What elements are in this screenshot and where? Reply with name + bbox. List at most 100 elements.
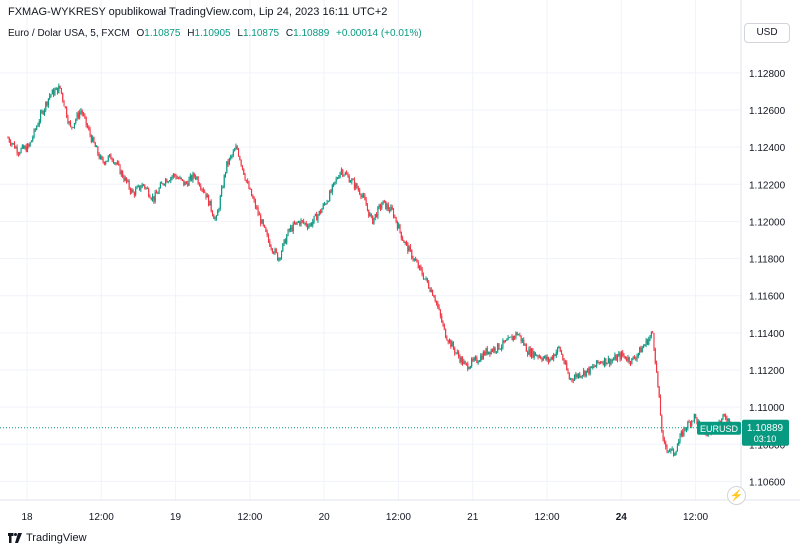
- legend-close-value: 1.10889: [293, 28, 330, 39]
- candle-body: [343, 174, 345, 176]
- candle-body: [445, 328, 447, 338]
- candle-body: [25, 146, 27, 152]
- candle-body: [330, 191, 332, 193]
- lightning-icon[interactable]: ⚡: [727, 486, 746, 505]
- candle-body: [40, 112, 42, 122]
- candle-body: [544, 355, 546, 358]
- candle-body: [70, 121, 72, 127]
- candle-body: [93, 137, 95, 143]
- candle-body: [19, 152, 21, 155]
- candle-body: [235, 146, 237, 150]
- x-tick-label: 12:00: [89, 512, 114, 523]
- candle-body: [309, 223, 311, 226]
- candle-body: [133, 192, 135, 196]
- candle-body: [438, 306, 440, 310]
- symbol-tag: [697, 421, 741, 435]
- candle-body: [671, 448, 673, 450]
- candle-body: [326, 201, 328, 205]
- candle-body: [632, 357, 634, 359]
- candle-body: [448, 339, 451, 343]
- candle-body: [234, 149, 236, 152]
- candle-body: [344, 172, 346, 175]
- tradingview-logo-icon: [8, 533, 22, 543]
- candle-body: [559, 346, 561, 352]
- candle-body: [42, 111, 44, 115]
- x-axis[interactable]: 18 12:00 19 12:00 20 12:00 21 12:00 24 12:00: [21, 512, 708, 523]
- candle-body: [171, 176, 173, 178]
- candle-body: [386, 204, 388, 210]
- candle-body: [600, 362, 602, 363]
- candle-body: [422, 274, 425, 280]
- candle-body: [631, 358, 633, 364]
- candle-body: [27, 144, 29, 152]
- candle-body: [241, 165, 244, 169]
- candle-body: [215, 215, 217, 219]
- currency-button[interactable]: USD: [744, 23, 790, 43]
- y-tick-label: 1.12400: [749, 143, 786, 154]
- candle-body: [189, 175, 191, 179]
- candle-body: [606, 362, 608, 365]
- candle-body: [696, 417, 698, 424]
- legend-open-value: 1.10875: [144, 28, 181, 39]
- candle-body: [649, 336, 651, 339]
- candle-body: [592, 366, 594, 368]
- candle-body: [501, 347, 503, 349]
- y-tick-label: 1.12200: [749, 180, 786, 191]
- candle-body: [635, 358, 637, 360]
- candle-body: [36, 126, 38, 130]
- candle-body: [512, 336, 514, 341]
- candle-body: [64, 106, 66, 108]
- candle-body: [28, 144, 30, 147]
- candle-body: [205, 192, 207, 198]
- legend-symbol: Euro / Dolar USA, 5, FXCM: [8, 28, 130, 39]
- candle-body: [525, 344, 527, 352]
- candle-body: [355, 183, 357, 188]
- candle-body: [628, 357, 630, 363]
- candle-body: [154, 192, 156, 202]
- candle-body: [85, 116, 87, 125]
- candle-body: [45, 102, 47, 110]
- candle-body: [92, 137, 94, 142]
- candle-body: [693, 414, 695, 421]
- candle-body: [507, 337, 509, 341]
- candle-body: [168, 180, 171, 182]
- candle-body: [165, 179, 167, 185]
- candle-body: [224, 172, 227, 176]
- candle-body: [7, 137, 9, 139]
- candle-body: [456, 352, 458, 353]
- candle-body: [253, 198, 255, 201]
- y-tick-label: 1.11800: [749, 255, 785, 266]
- candle-body: [24, 146, 26, 149]
- candle-body: [420, 265, 422, 270]
- candle-body: [90, 135, 92, 142]
- candle-body: [510, 336, 512, 338]
- candle-body: [291, 226, 293, 232]
- candle-body: [580, 376, 582, 378]
- candle-body: [408, 246, 410, 252]
- candle-body: [195, 176, 197, 179]
- candle-body: [11, 143, 13, 145]
- y-tick-label: 1.10600: [749, 477, 786, 488]
- candle-body: [140, 187, 142, 190]
- candle-body: [139, 185, 141, 190]
- candle-body: [585, 370, 587, 376]
- candle-body: [439, 309, 441, 316]
- candle-body: [8, 137, 10, 142]
- candle-body: [594, 365, 596, 367]
- candle-body: [437, 302, 439, 307]
- candle-body: [425, 278, 427, 279]
- candle-body: [670, 448, 672, 452]
- candle-body: [142, 184, 145, 186]
- candle-body: [366, 205, 369, 210]
- candle-body: [597, 360, 599, 363]
- candle-body: [329, 191, 331, 202]
- candle-body: [640, 347, 642, 353]
- candle-body: [360, 194, 362, 197]
- y-axis[interactable]: 1.12800 1.12600 1.12400 1.12200 1.12000 1.118…: [749, 69, 786, 489]
- candle-body: [465, 363, 468, 364]
- candle-body: [73, 123, 76, 128]
- candle-body: [515, 332, 517, 338]
- candle-body: [161, 183, 163, 185]
- candle-body: [531, 349, 533, 357]
